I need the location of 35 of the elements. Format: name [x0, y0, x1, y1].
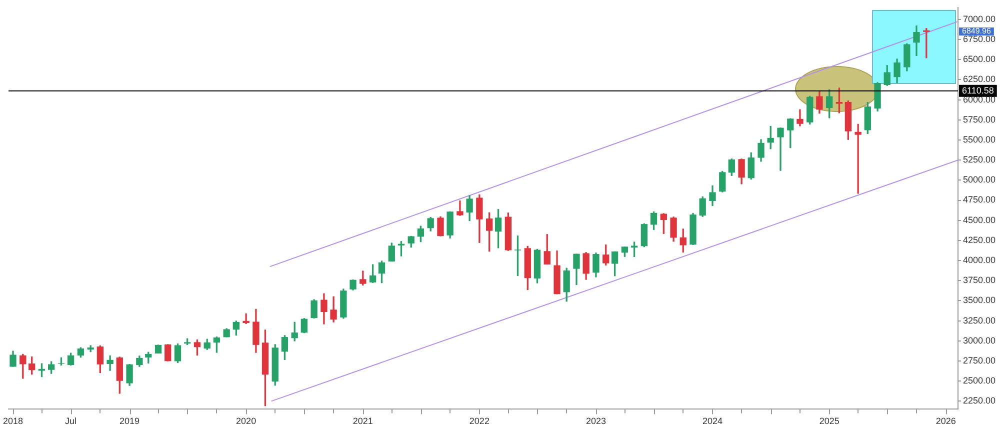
y-tick-label: 2250.00 [963, 396, 996, 406]
y-tick-label: 4000.00 [963, 255, 996, 266]
x-tick-label: Jul [65, 416, 77, 426]
y-tick-label: 4500.00 [963, 214, 996, 225]
candlestick [854, 124, 862, 194]
ref-line-label: 6110.58 [962, 85, 994, 96]
x-tick-label: 2025 [819, 416, 840, 426]
text: 6849.96 [962, 26, 992, 36]
x-tick-label: 2018 [2, 416, 24, 426]
y-tick-label: 6250.00 [963, 74, 996, 84]
y-tick-label: 3250.00 [963, 315, 996, 326]
y-tick-label: 4750.00 [963, 194, 996, 205]
y-tick-label: 2750.00 [963, 355, 996, 366]
candlestick [242, 313, 250, 324]
y-tick-label: 3750.00 [963, 275, 996, 286]
y-tick-label: 6750.00 [963, 34, 996, 44]
x-tick-label: 2024 [702, 416, 723, 426]
y-tick-label: 5000.00 [963, 174, 996, 185]
y-tick-label: 4250.00 [963, 234, 996, 245]
y-tick-label: 5750.00 [963, 114, 996, 124]
x-tick-label: 2020 [236, 416, 256, 426]
y-tick-label: 6000.00 [963, 94, 996, 104]
y-tick-label: 3000.00 [963, 335, 996, 346]
y-tick-label: 6500.00 [963, 54, 996, 64]
candlestick [777, 128, 784, 171]
x-tick-label: 2023 [586, 416, 606, 426]
x-tick-label: 2026 [936, 416, 956, 426]
y-tick-label: 7000.00 [963, 14, 996, 24]
y-tick-label: 3500.00 [963, 295, 996, 306]
x-tick-label: 2021 [352, 416, 373, 426]
y-tick-label: 5500.00 [963, 134, 996, 144]
y-tick-label: 5250.00 [963, 154, 996, 165]
x-tick-label: 2019 [120, 416, 140, 426]
x-tick-label: 2022 [469, 416, 490, 426]
y-tick-label: 2500.00 [963, 376, 996, 386]
